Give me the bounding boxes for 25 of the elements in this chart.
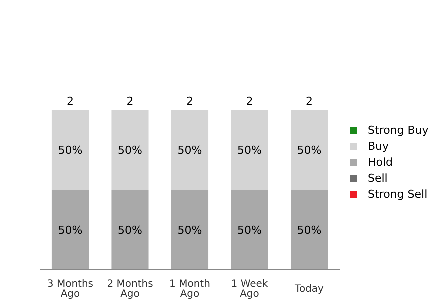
annotation: 2 xyxy=(66,95,74,108)
data-label: 50% xyxy=(178,224,202,237)
data-label: 50% xyxy=(238,144,262,157)
annotation: 2 xyxy=(246,95,254,108)
data-label: 50% xyxy=(178,144,202,157)
data-label: 50% xyxy=(238,224,262,237)
data-label: 50% xyxy=(297,144,322,157)
data-label: 50% xyxy=(118,144,142,157)
x-tick-label: 1 Week Ago xyxy=(231,279,268,300)
x-tick-label: 1 Month Ago xyxy=(170,279,210,300)
legend-label: Buy xyxy=(368,140,390,153)
legend-label: Sell xyxy=(368,172,388,185)
legend-label: Strong Buy xyxy=(368,124,430,137)
data-label: 50% xyxy=(118,224,142,237)
legend-label: Hold xyxy=(368,156,394,169)
data-label: 50% xyxy=(58,144,83,157)
annotation: 2 xyxy=(126,95,134,108)
x-tick-label: 3 Months Ago xyxy=(47,279,94,300)
legend-label: Strong Sell xyxy=(368,188,428,201)
annotation: 2 xyxy=(186,95,194,108)
x-tick-label: 2 Months Ago xyxy=(107,279,154,300)
data-label: 50% xyxy=(58,224,83,237)
data-label: 50% xyxy=(297,224,322,237)
annotation: 2 xyxy=(306,95,314,108)
x-tick-label: Today xyxy=(294,284,324,295)
